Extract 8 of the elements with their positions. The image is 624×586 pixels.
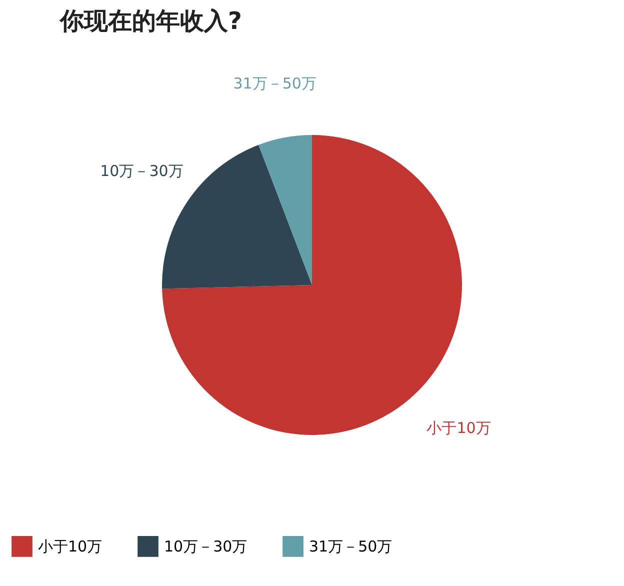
slice-label: 小于10万: [426, 419, 491, 438]
legend-label: 31万－50万: [309, 537, 392, 556]
pie-slice: [258, 135, 312, 285]
legend-label: 小于10万: [38, 537, 102, 556]
slice-label: 10万－30万: [100, 162, 184, 180]
slice-label: 31万－50万: [233, 74, 316, 92]
chart-title: 你现在的年收入?: [59, 7, 242, 35]
legend-label: 10万－30万: [164, 537, 248, 556]
